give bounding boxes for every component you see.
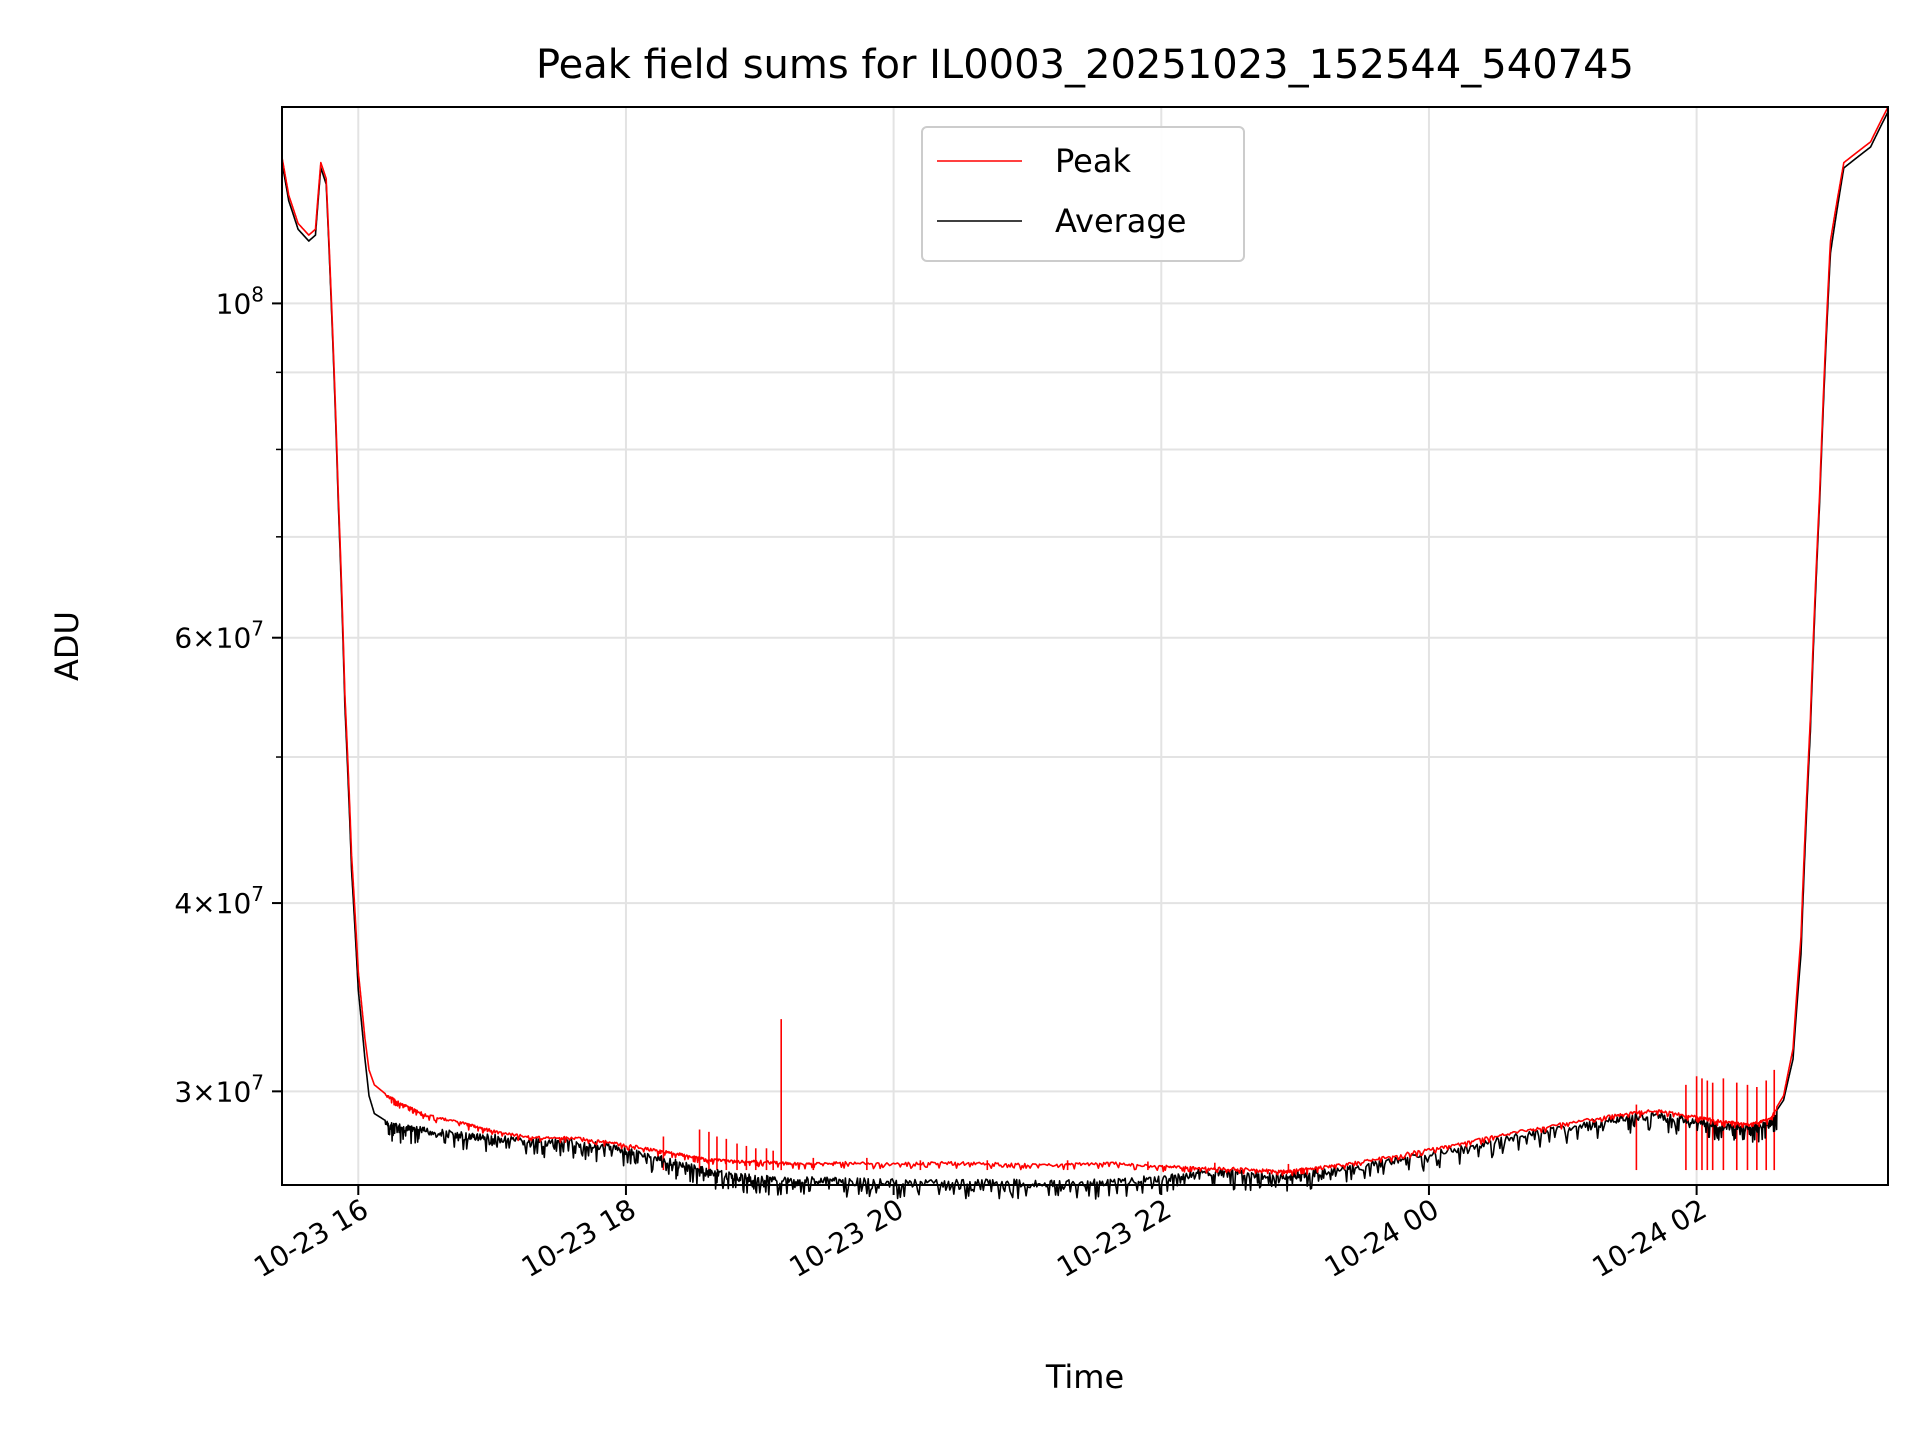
legend-label-average: Average [1055,202,1186,240]
peak-spikes [662,1019,1776,1171]
series-line-peak [281,106,1889,1177]
plot-frame [281,106,1889,1186]
x-axis-title: Time [1045,1358,1124,1396]
series-line-average [281,111,1889,1200]
y-tick-label: 4×107 [174,882,264,920]
y-tick-label: 108 [216,282,264,320]
legend-label-peak: Peak [1055,142,1131,180]
chart-title: Peak field sums for IL0003_20251023_1525… [536,42,1634,88]
legend: Peak Average [921,126,1245,262]
y-tick-label: 3×107 [174,1070,264,1108]
grid [282,107,1888,1185]
y-axis-title: ADU [48,611,86,681]
y-tick-label: 6×107 [174,617,264,655]
series-lines [281,106,1889,1200]
